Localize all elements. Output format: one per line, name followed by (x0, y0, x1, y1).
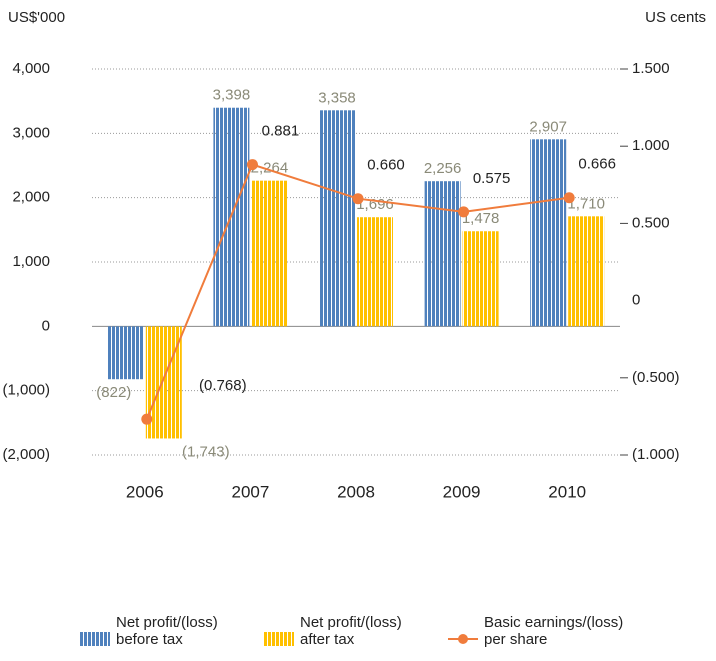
data-label: 0.881 (262, 123, 300, 140)
legend-swatch (264, 632, 294, 646)
legend-swatch (448, 632, 478, 646)
legend-label: Net profit/(loss) before tax (116, 614, 218, 648)
bar (357, 217, 393, 327)
data-label: 3,398 (213, 87, 251, 104)
y-tick-label: 4,000 (12, 60, 50, 77)
line-point (246, 159, 258, 171)
data-label: 0.666 (578, 156, 616, 173)
data-label: 0.660 (367, 157, 405, 174)
data-label: (822) (96, 384, 131, 401)
data-label: (0.768) (199, 377, 247, 394)
data-label: 1,478 (462, 210, 500, 227)
data-label: 3,358 (318, 89, 356, 106)
legend-item: Net profit/(loss) after tax (264, 614, 434, 648)
data-label: (1,743) (182, 443, 230, 460)
x-tick-label: 2008 (337, 482, 375, 501)
x-tick-label: 2007 (231, 482, 269, 501)
bar (568, 216, 605, 327)
bar (107, 326, 144, 380)
bar (251, 180, 288, 327)
y2-tick-label: 0.500 (632, 214, 670, 231)
y2-tick-label: 1.000 (632, 137, 670, 154)
data-label: 2,256 (424, 160, 462, 177)
line-point (141, 413, 153, 425)
y-tick-label: (2,000) (2, 446, 50, 463)
y-tick-label: 3,000 (12, 124, 50, 141)
legend-item: Basic earnings/(loss) per share (448, 614, 623, 648)
y-tick-label: 1,000 (12, 253, 50, 270)
y2-tick-label: 0 (632, 292, 640, 309)
y-tick-label: 2,000 (12, 189, 50, 206)
line-point (352, 193, 364, 205)
y-tick-label: (1,000) (2, 382, 50, 399)
bar (462, 231, 499, 327)
data-label: 1,710 (567, 195, 605, 212)
data-label: 0.575 (473, 170, 511, 187)
y-tick-label: 0 (42, 317, 50, 334)
y2-tick-label: (0.500) (632, 369, 680, 386)
line-point (458, 206, 470, 218)
bar (319, 110, 355, 327)
legend-label: Net profit/(loss) after tax (300, 614, 402, 648)
y-axis-title: US$'000 (8, 9, 65, 26)
x-tick-label: 2006 (126, 482, 164, 501)
y2-axis-title: US cents (645, 9, 706, 26)
line-point (563, 192, 575, 204)
x-tick-label: 2010 (548, 482, 586, 501)
legend-label: Basic earnings/(loss) per share (484, 614, 624, 648)
y2-tick-label: 1.500 (632, 60, 670, 77)
bar (530, 139, 567, 327)
y2-tick-label: (1.000) (632, 446, 680, 463)
data-label: 2,907 (529, 118, 567, 135)
legend-swatch (80, 632, 110, 646)
x-tick-label: 2009 (443, 482, 481, 501)
bar (424, 181, 461, 327)
legend-item: Net profit/(loss) before tax (80, 614, 250, 648)
